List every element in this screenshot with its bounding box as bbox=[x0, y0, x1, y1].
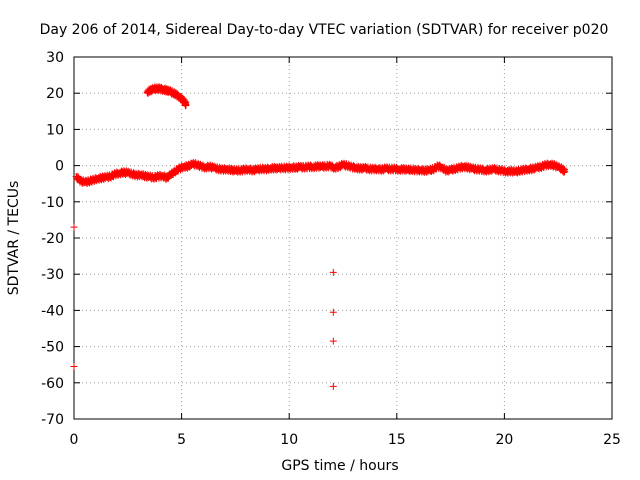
chart-title: Day 206 of 2014, Sidereal Day-to-day VTE… bbox=[40, 22, 609, 38]
x-tick-label: 5 bbox=[177, 432, 186, 448]
y-tick-label: 10 bbox=[46, 122, 64, 138]
series-arc bbox=[143, 83, 190, 110]
x-tick-label: 0 bbox=[70, 432, 79, 448]
data-point bbox=[561, 167, 569, 175]
data-point bbox=[329, 382, 337, 390]
y-tick-label: -60 bbox=[41, 376, 64, 392]
x-tick-labels: 0 5 10 15 20 25 bbox=[70, 432, 621, 448]
y-tick-label: 0 bbox=[55, 159, 64, 175]
y-tick-label: 30 bbox=[46, 50, 64, 66]
data-point bbox=[329, 308, 337, 316]
x-tick-label: 15 bbox=[388, 432, 406, 448]
data-point bbox=[182, 101, 190, 109]
y-tick-label: -20 bbox=[41, 231, 64, 247]
data-point bbox=[70, 223, 78, 231]
y-tick-label: -40 bbox=[41, 303, 64, 319]
y-tick-label: -10 bbox=[41, 195, 64, 211]
x-tick-label: 10 bbox=[280, 432, 298, 448]
grid-lines bbox=[74, 57, 612, 419]
series-main-band bbox=[72, 158, 569, 187]
x-axis-label: GPS time / hours bbox=[281, 458, 398, 474]
y-tick-label: 20 bbox=[46, 86, 64, 102]
axis-ticks bbox=[73, 56, 613, 420]
data-points bbox=[70, 83, 569, 390]
data-point bbox=[329, 337, 337, 345]
data-point bbox=[70, 363, 78, 371]
y-tick-label: -50 bbox=[41, 340, 64, 356]
y-axis-label: SDTVAR / TECUs bbox=[6, 181, 22, 296]
x-tick-label: 25 bbox=[603, 432, 621, 448]
y-tick-label: -70 bbox=[41, 412, 64, 428]
series-outliers bbox=[70, 223, 337, 390]
x-tick-label: 20 bbox=[495, 432, 513, 448]
y-tick-label: -30 bbox=[41, 267, 64, 283]
data-point bbox=[329, 268, 337, 276]
y-tick-labels: 30 20 10 0 -10 -20 -30 -40 -50 -60 -70 bbox=[41, 50, 64, 428]
